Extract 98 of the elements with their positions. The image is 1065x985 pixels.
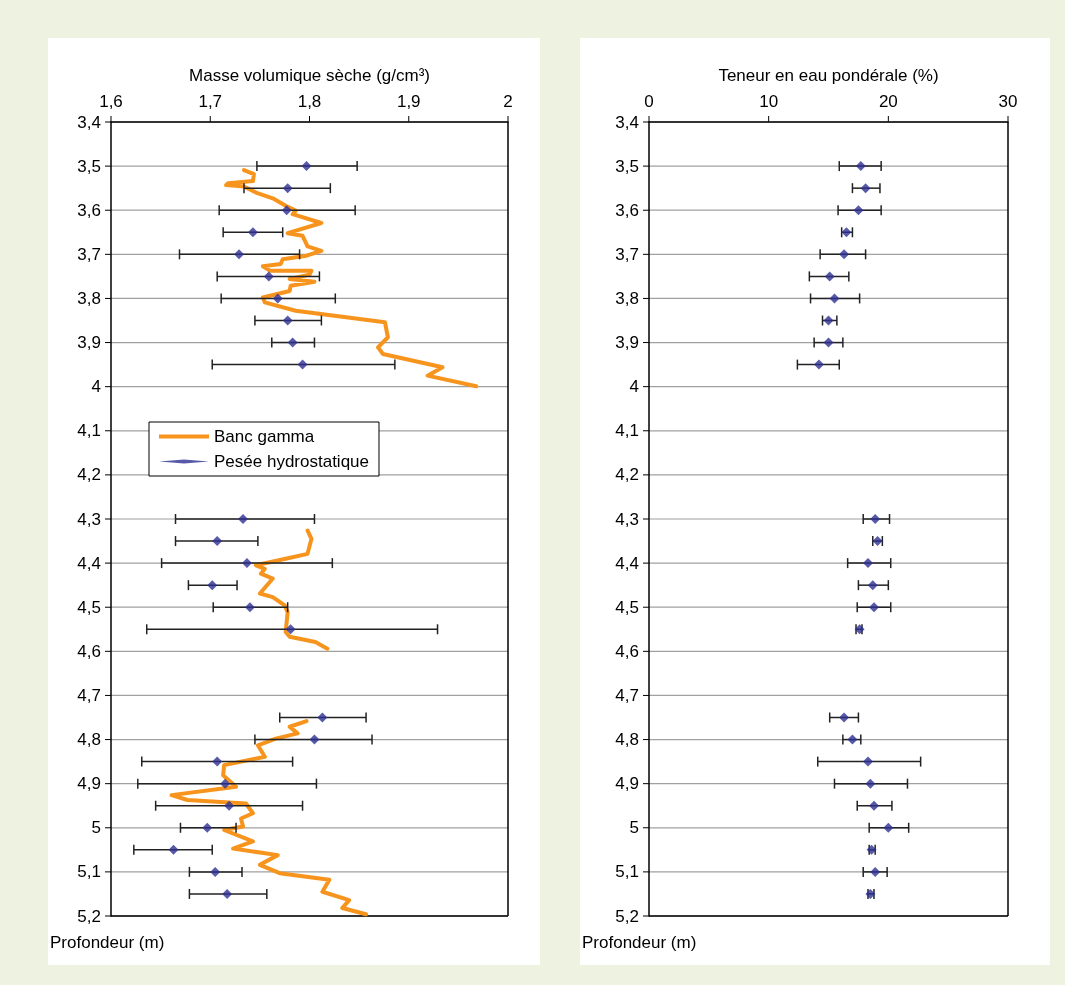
y-tick-label: 5,1 bbox=[615, 862, 639, 882]
point bbox=[301, 161, 312, 172]
point bbox=[824, 271, 835, 282]
point bbox=[282, 183, 293, 194]
y-tick-label: 4,5 bbox=[77, 597, 101, 617]
y-tick-label: 4,1 bbox=[77, 421, 101, 441]
point bbox=[868, 602, 879, 613]
y-tick-label: 4 bbox=[629, 377, 639, 397]
y-tick-label: 4,2 bbox=[77, 465, 101, 485]
point bbox=[823, 337, 834, 348]
y-tick-label: 3,5 bbox=[77, 156, 101, 176]
point bbox=[168, 844, 179, 855]
y-tick-label: 3,6 bbox=[615, 200, 639, 220]
y-tick-label: 5 bbox=[91, 818, 101, 838]
x-tick-label: 0 bbox=[644, 92, 654, 111]
point bbox=[862, 558, 873, 569]
point bbox=[867, 580, 878, 591]
point bbox=[862, 756, 873, 767]
point bbox=[282, 315, 293, 326]
point bbox=[860, 183, 871, 194]
y-tick-label: 3,9 bbox=[77, 333, 101, 353]
point bbox=[212, 756, 223, 767]
y-tick-label: 4 bbox=[91, 377, 101, 397]
point bbox=[224, 800, 235, 811]
point bbox=[829, 293, 840, 304]
y-tick-label: 4,7 bbox=[615, 685, 639, 705]
point bbox=[281, 205, 292, 216]
point bbox=[287, 337, 298, 348]
point bbox=[839, 712, 850, 723]
y-tick-label: 4,9 bbox=[77, 774, 101, 794]
legend-label: Banc gamma bbox=[214, 427, 315, 446]
point bbox=[234, 249, 245, 260]
point bbox=[247, 227, 258, 238]
y-tick-label: 3,7 bbox=[77, 244, 101, 264]
x-tick-label: 1,9 bbox=[396, 92, 421, 111]
point bbox=[883, 822, 894, 833]
point bbox=[244, 602, 255, 613]
y-tick-label: 4,3 bbox=[615, 509, 639, 529]
point bbox=[222, 888, 233, 899]
y-tick-label: 3,8 bbox=[615, 288, 639, 308]
point bbox=[855, 161, 866, 172]
y-tick-label: 4,5 bbox=[615, 597, 639, 617]
x-tick-label: 10 bbox=[759, 92, 779, 111]
y-tick-label: 4,6 bbox=[77, 641, 101, 661]
point bbox=[207, 580, 218, 591]
point bbox=[285, 624, 296, 635]
x-tick-label: 1,7 bbox=[198, 92, 223, 111]
x-tick-label: 20 bbox=[878, 92, 898, 111]
y-tick-label: 3,4 bbox=[77, 112, 101, 132]
y-tick-label: 4,4 bbox=[77, 553, 101, 573]
legend-label: Pesée hydrostatique bbox=[214, 452, 369, 471]
point bbox=[839, 249, 850, 260]
point bbox=[853, 205, 864, 216]
y-tick-label: 4,8 bbox=[77, 730, 101, 750]
point bbox=[870, 514, 881, 524]
point bbox=[202, 822, 213, 833]
y-tick-label: 3,4 bbox=[615, 112, 639, 132]
y-axis-title: Profondeur (m) bbox=[582, 933, 697, 952]
x-tick-label: 2 bbox=[503, 92, 513, 111]
y-tick-label: 4,6 bbox=[615, 641, 639, 661]
point bbox=[813, 359, 824, 370]
y-tick-label: 4,7 bbox=[77, 685, 101, 705]
y-tick-label: 3,8 bbox=[77, 288, 101, 308]
x-tick-label: 30 bbox=[998, 92, 1018, 111]
y-tick-label: 3,9 bbox=[615, 333, 639, 353]
point bbox=[823, 315, 834, 326]
y-tick-label: 4,9 bbox=[615, 774, 639, 794]
x-axis-title: Teneur en eau pondérale (%) bbox=[718, 66, 939, 85]
y-tick-label: 3,6 bbox=[77, 200, 101, 220]
point bbox=[865, 778, 876, 789]
point bbox=[870, 866, 881, 877]
y-tick-label: 4,3 bbox=[77, 509, 101, 529]
point bbox=[868, 800, 879, 811]
point bbox=[317, 712, 328, 723]
y-tick-label: 5,1 bbox=[77, 862, 101, 882]
y-tick-label: 5,2 bbox=[615, 906, 639, 926]
y-tick-label: 3,5 bbox=[615, 156, 639, 176]
y-tick-label: 3,7 bbox=[615, 244, 639, 264]
y-tick-label: 4,4 bbox=[615, 553, 639, 573]
y-axis-title: Profondeur (m) bbox=[50, 933, 165, 952]
point bbox=[212, 536, 223, 547]
point bbox=[210, 866, 221, 877]
x-axis-title: Masse volumique sèche (g/cm³) bbox=[189, 66, 430, 85]
point bbox=[263, 271, 274, 282]
y-tick-label: 5,2 bbox=[77, 906, 101, 926]
point bbox=[309, 734, 320, 745]
x-tick-label: 1,8 bbox=[297, 92, 322, 111]
point bbox=[238, 514, 248, 524]
point bbox=[220, 778, 231, 789]
y-tick-label: 5 bbox=[629, 818, 639, 838]
point bbox=[297, 359, 308, 370]
point bbox=[847, 734, 858, 745]
y-tick-label: 4,1 bbox=[615, 421, 639, 441]
point bbox=[272, 293, 283, 304]
point bbox=[241, 558, 252, 569]
x-tick-label: 1,6 bbox=[99, 92, 123, 111]
y-tick-label: 4,2 bbox=[615, 465, 639, 485]
y-tick-label: 4,8 bbox=[615, 730, 639, 750]
